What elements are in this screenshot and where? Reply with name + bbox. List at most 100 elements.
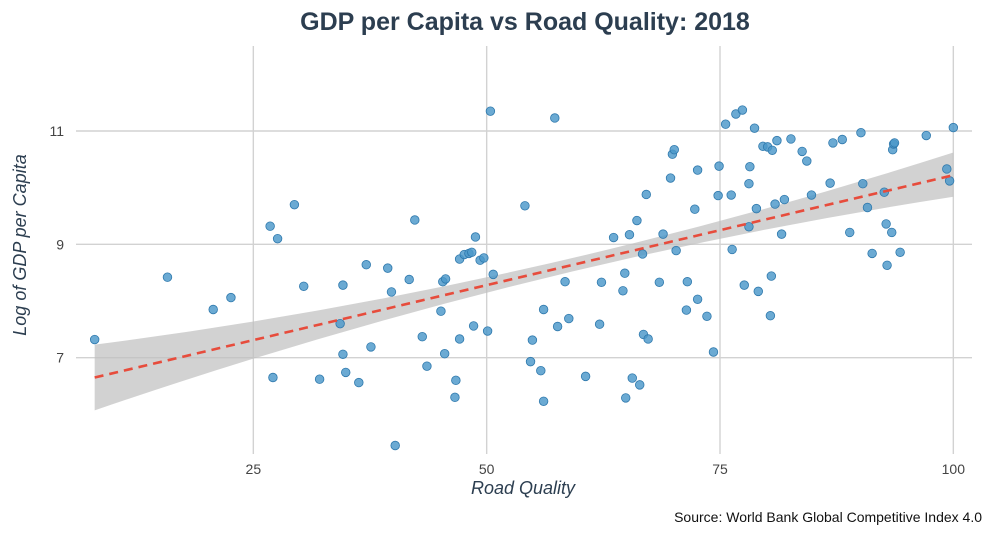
y-tick-label: 7 [56,350,64,366]
data-point [682,277,693,287]
data-point [779,194,790,205]
data-point [289,199,300,210]
data-point [538,396,549,407]
data-point [802,156,812,166]
data-point [671,245,681,256]
data-point [268,372,278,383]
data-point [708,347,719,357]
data-point [720,119,731,129]
data-point [692,165,703,175]
data-point [596,277,607,288]
data-point [702,311,712,322]
data-point [265,221,275,231]
data-point [314,374,325,384]
data-point [856,127,866,138]
confidence-band-layer [94,152,954,411]
data-point [942,164,952,174]
data-point [948,122,959,133]
data-point [488,269,498,280]
data-point [739,280,749,290]
data-point [454,334,465,344]
data-point [390,440,400,451]
data-point [621,393,631,403]
data-point [745,161,755,172]
data-point [564,313,574,324]
data-point [637,249,648,259]
data-point [770,199,780,209]
data-point [690,204,700,214]
chart-title: GDP per Capita vs Road Quality: 2018 [300,8,750,36]
data-point [594,319,605,329]
data-point [386,287,397,297]
data-point [749,123,760,133]
data-point [751,203,762,214]
data-point [208,304,218,315]
data-point [895,247,905,257]
data-point [550,113,560,123]
data-point [921,130,931,141]
data-point [361,260,371,270]
data-point [765,311,776,321]
data-point [538,304,549,315]
data-point [624,229,635,240]
data-point [786,134,796,144]
data-point [162,272,173,282]
data-point [410,215,420,225]
data-point [618,286,628,296]
data-point [451,375,461,386]
data-point [658,229,668,239]
data-point [889,138,900,148]
data-point [383,263,393,273]
data-point [744,178,754,189]
data-point [560,277,570,287]
y-tick-label: 9 [56,236,64,252]
data-point [468,321,479,331]
tick-labels: 25 50 75 100 7 9 11 [49,123,965,477]
data-point [753,286,763,297]
confidence-band [94,152,954,411]
data-point [439,349,450,359]
data-point [366,342,376,352]
data-point [772,135,782,146]
data-point [335,318,345,329]
data-point [354,377,364,388]
x-tick-label: 50 [479,461,495,477]
data-point [744,222,754,232]
data-point [669,144,679,155]
data-point [665,173,676,183]
data-point [858,178,868,189]
data-point [862,202,873,213]
data-point [436,306,446,316]
data-point [767,145,777,155]
data-point [226,292,236,303]
data-point [654,277,665,288]
data-points [89,105,959,451]
data-point [726,190,736,200]
data-point [825,178,835,188]
data-point [89,334,100,345]
data-point [536,366,546,376]
data-point [467,247,477,257]
data-point [797,146,807,157]
x-tick-label: 100 [942,461,966,477]
data-point [828,138,838,148]
x-axis-title: Road Quality [471,478,576,498]
data-point [837,134,847,145]
data-point [520,201,530,211]
y-tick-label: 11 [49,123,64,139]
data-point [806,190,817,200]
data-point [737,105,748,115]
data-point [627,373,637,383]
grid [76,46,972,454]
data-point [887,227,897,238]
data-point [525,356,536,367]
data-point [845,227,855,238]
data-point [882,260,892,271]
data-point [485,106,496,116]
data-point [580,371,591,382]
data-point [470,232,481,242]
data-point [338,349,348,359]
data-point [552,321,563,332]
data-point [404,274,414,285]
data-point [338,280,348,290]
